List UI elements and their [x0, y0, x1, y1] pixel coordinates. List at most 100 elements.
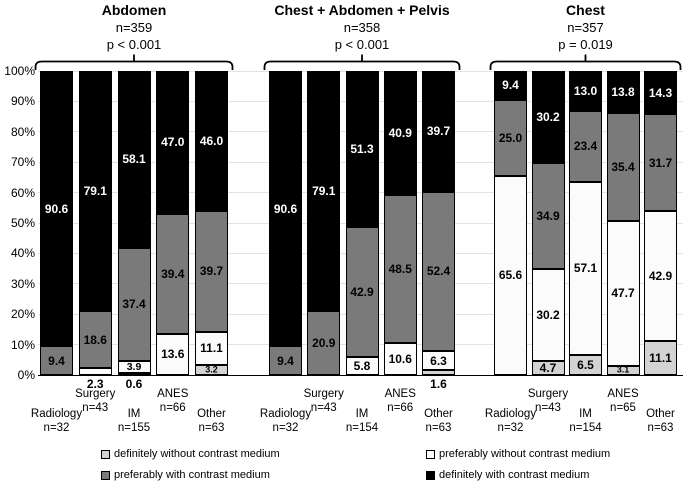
segment-preferably-with: 31.7	[644, 114, 677, 211]
group-n-label: n=358	[343, 20, 381, 35]
segment-value-label: 11.1	[200, 341, 223, 356]
segment-value-label: 18.6	[83, 332, 107, 347]
segment-definitely-with: 90.6	[40, 71, 73, 347]
category-name: Radiology	[30, 408, 83, 420]
category-name: ANES	[607, 388, 639, 400]
legend-swatch	[101, 449, 110, 459]
segment-value-label: 47.0	[161, 135, 185, 150]
segment-value-label: 42.9	[648, 269, 673, 284]
segment-value-label: 48.5	[388, 262, 412, 277]
group-title: Chest + Abdomen + Pelvis	[274, 2, 450, 18]
legend-item-definitely-without: definitely without contrast medium	[101, 448, 280, 460]
segment-preferably-without: 3.9	[117, 361, 151, 374]
category-n: n=63	[647, 421, 674, 434]
segment-value-label: 23.4	[573, 139, 598, 154]
segment-value-label: 35.4	[611, 159, 635, 174]
category-name: Radiology	[484, 408, 537, 420]
segment-preferably-with: 20.9	[307, 311, 341, 375]
legend-label: preferably with contrast medium	[114, 469, 270, 481]
legend-label: definitely with contrast medium	[439, 469, 590, 481]
chart-group-chest-abdomen-pelvis: Chest + Abdomen + Pelvis n=358 p < 0.001 9.…	[260, 0, 461, 486]
segment-value-label: 51.3	[350, 141, 374, 156]
segment-value-label: 25.0	[498, 130, 523, 145]
bar-im: 6.5 57.1 23.4 13.0	[569, 71, 602, 375]
bar-other: 6.3 52.4 39.7	[422, 71, 455, 375]
category-name: Surgery	[303, 388, 344, 400]
category-label: ANES n=66	[363, 388, 437, 415]
segment-value-label: 14.3	[648, 85, 673, 100]
y-axis-tick-label: 80%	[10, 124, 35, 139]
segment-definitely-with: 46.0	[195, 71, 228, 211]
group-title: Chest	[566, 2, 605, 18]
legend-label: preferably without contrast medium	[439, 448, 611, 460]
bar-anes: 3.1 47.7 35.4 13.8	[606, 71, 640, 375]
segment-value-label: 13.6	[161, 347, 185, 362]
segment-preferably-without: 5.8	[345, 357, 379, 375]
legend-swatch	[426, 470, 435, 480]
y-axis-tick-label: 50%	[10, 216, 35, 230]
segment-value-label: 65.6	[498, 268, 523, 283]
category-label: IM n=154	[325, 408, 399, 435]
group-title: Abdomen	[101, 2, 167, 18]
category-n: n=32	[272, 421, 299, 434]
segment-value-label: 40.9	[388, 126, 412, 141]
segment-definitely-with: 9.4	[494, 71, 527, 100]
group-bracket	[34, 54, 234, 70]
segment-value-label: 30.2	[536, 307, 560, 322]
category-n: n=43	[82, 401, 109, 414]
segment-value-label-below: 2.3	[86, 377, 104, 391]
segment-definitely-without	[117, 373, 151, 375]
segment-definitely-without: 4.7	[531, 360, 565, 375]
bar-anes: 10.6 48.5 40.9	[383, 71, 417, 375]
category-n: n=43	[310, 401, 337, 414]
x-axis-line	[38, 375, 683, 377]
segment-value-label: 6.3	[430, 353, 447, 368]
segment-preferably-with: 25.0	[494, 99, 527, 176]
category-name: Radiology	[259, 408, 312, 420]
segment-value-label: 52.4	[426, 264, 451, 279]
segment-definitely-with: 51.3	[345, 71, 379, 227]
y-axis-tick-label: 70%	[10, 155, 35, 170]
segment-definitely-with: 13.0	[569, 71, 602, 111]
category-n: n=65	[610, 401, 636, 414]
segment-value-label: 39.7	[199, 264, 224, 279]
category-n: n=66	[387, 401, 414, 414]
segment-value-label: 9.4	[502, 78, 519, 93]
segment-definitely-without: 11.1	[644, 341, 677, 375]
category-name: IM	[355, 408, 369, 420]
segment-definitely-without: 6.5	[569, 355, 602, 375]
category-name: Other	[424, 408, 453, 420]
segment-value-label: 9.4	[48, 353, 65, 368]
segment-preferably-without: 42.9	[644, 210, 677, 342]
segment-preferably-with: 39.4	[156, 213, 190, 334]
segment-definitely-with: 39.7	[422, 71, 455, 192]
segment-value-label: 47.7	[611, 286, 635, 301]
category-label: IM n=154	[549, 408, 623, 435]
segment-definitely-with: 58.1	[117, 71, 151, 248]
segment-preferably-without: 47.7	[606, 220, 640, 366]
segment-value-label: 90.6	[44, 201, 69, 216]
category-name: ANES	[384, 388, 416, 400]
segment-preferably-without: 30.2	[531, 268, 565, 361]
bar-im: 5.8 42.9 51.3	[345, 71, 379, 375]
segment-preferably-with: 9.4	[269, 346, 302, 375]
category-label: Radiology n=32	[20, 408, 94, 435]
category-n: n=154	[569, 421, 602, 434]
category-name: Surgery	[527, 388, 569, 400]
segment-definitely-with: 14.3	[644, 71, 677, 115]
segment-value-label: 9.4	[277, 353, 294, 368]
chart-group-chest: Chest n=357 p = 0.019 65.6 25.0 9.4 Radiology n…	[485, 0, 682, 486]
segment-value-label: 11.1	[649, 351, 672, 366]
segment-preferably-with: 37.4	[117, 247, 151, 362]
category-label: Radiology n=32	[249, 408, 323, 435]
category-label: IM n=155	[97, 408, 171, 435]
segment-definitely-with: 90.6	[269, 71, 302, 347]
segment-value-label: 34.9	[536, 208, 560, 223]
legend-item-preferably-with: preferably with contrast medium	[101, 469, 270, 481]
segment-value-label: 57.1	[573, 261, 598, 276]
legend-item-preferably-without: preferably without contrast medium	[426, 448, 610, 460]
y-axis-tick-label: 100%	[4, 64, 35, 78]
segment-value-label: 37.4	[122, 297, 146, 312]
chart-group-abdomen: Abdomen n=359 p < 0.001 9.4 90.6 Radiology n=3…	[31, 0, 234, 486]
segment-preferably-without: 13.6	[156, 333, 190, 375]
